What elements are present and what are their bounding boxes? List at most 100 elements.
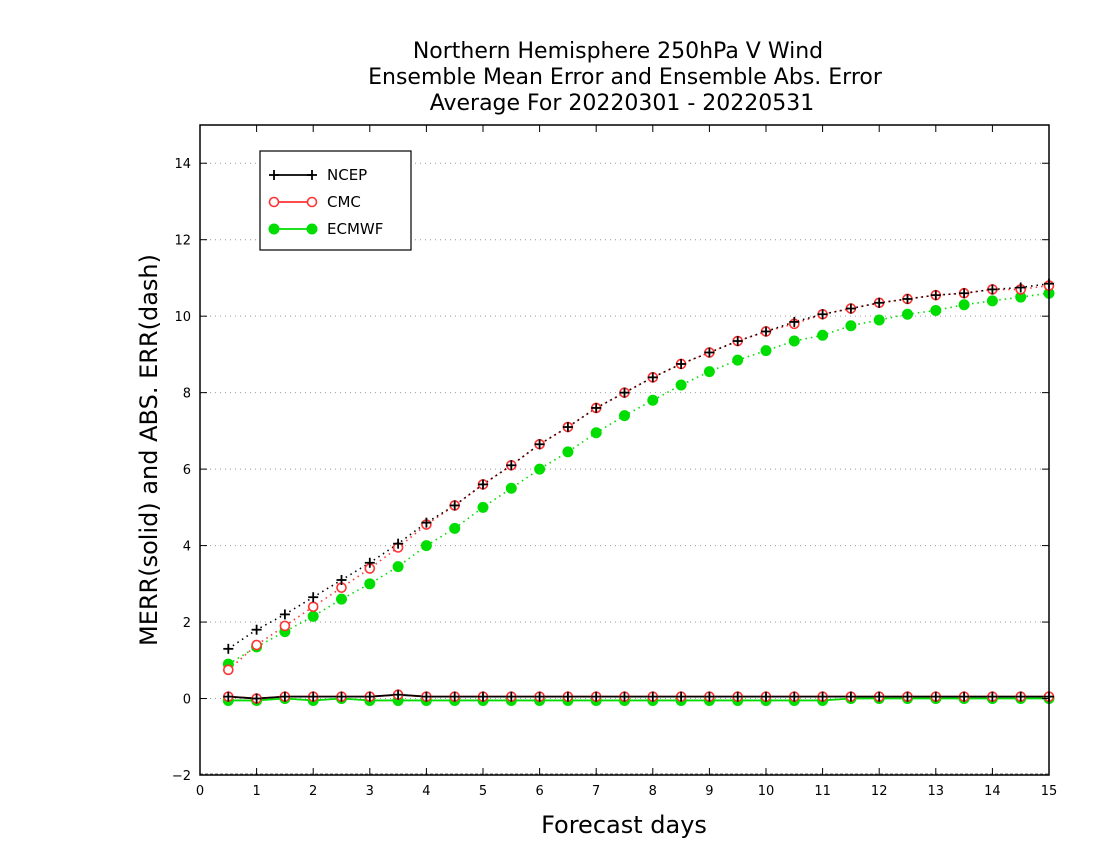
point-ncep-abs-error [506,460,517,471]
point-ecmwf-abs-error [703,366,715,378]
x-tick-label: 9 [705,784,713,799]
point-ecmwf-abs-error [590,427,602,439]
point-ecmwf-abs-error [732,354,744,366]
point-ncep-abs-error [987,284,998,295]
legend-item-ecmwf: ECMWF [268,220,383,238]
series-layer [222,278,1055,706]
point-ecmwf-abs-error [534,463,546,475]
x-tick-label: 15 [1041,784,1058,799]
point-ncep-abs-error [478,479,488,490]
point-ncep-abs-error [845,303,856,314]
y-tick-label: 0 [183,693,191,708]
point-ncep-abs-error [223,643,234,654]
y-tick-label: 2 [183,616,191,631]
point-ncep-abs-error [336,575,347,585]
point-ecmwf-abs-error [449,522,461,534]
point-ncep-mean-error [845,691,856,702]
point-ecmwf-abs-error [619,410,630,422]
legend-label-ecmwf: ECMWF [327,220,383,238]
point-ncep-mean-error [223,691,234,702]
x-tick-label: 5 [479,784,487,799]
point-ecmwf-abs-error [817,329,829,341]
x-tick-label: 7 [592,784,600,799]
point-ncep-abs-error [393,538,404,549]
legend-marker-ncep-start [269,170,279,180]
legend-item-ncep: NCEP [269,166,367,184]
x-tick-label: 3 [366,784,374,799]
point-ecmwf-abs-error [986,295,998,307]
chart-title-line-2: Ensemble Mean Error and Ensemble Abs. Er… [368,65,883,90]
point-ecmwf-abs-error [788,335,800,347]
point-cmc-abs-error [279,620,291,632]
point-ecmwf-abs-error [364,578,376,590]
point-ncep-mean-error [308,691,319,702]
point-ncep-mean-error [562,691,573,702]
point-ncep-abs-error [676,358,687,369]
point-ncep-abs-error [591,402,602,413]
x-tick-label: 2 [309,784,317,799]
point-ncep-mean-error [421,691,432,702]
y-tick-label: 12 [174,234,191,249]
y-tick-label: 10 [174,310,191,325]
legend-marker-cmc-end [306,196,318,208]
point-ncep-mean-error [732,691,743,702]
point-ncep-mean-error [478,691,488,702]
point-ncep-abs-error [364,557,375,568]
point-ncep-mean-error [987,691,998,702]
point-ecmwf-abs-error [392,561,404,573]
point-ncep-mean-error [789,691,800,702]
point-ecmwf-abs-error [902,308,913,320]
point-ecmwf-abs-error [958,299,970,311]
point-ncep-abs-error [959,288,970,299]
series-line-ecmwf-abs-error [227,292,1050,665]
point-ncep-mean-error [449,691,460,702]
point-ecmwf-abs-error [675,379,687,391]
point-ncep-abs-error [930,290,941,301]
point-ncep-mean-error [591,691,602,702]
x-tick-label: 4 [422,784,430,799]
point-ncep-abs-error [619,387,630,398]
legend-marker-ecmwf-start [268,223,280,235]
point-cmc-abs-error [307,601,319,613]
point-ncep-abs-error [704,347,715,358]
series-line-cmc-abs-error [227,284,1050,671]
y-tick-label: 14 [174,157,191,172]
point-ncep-abs-error [279,609,290,620]
point-ecmwf-abs-error [562,446,574,458]
point-ncep-mean-error [902,691,913,702]
point-ncep-abs-error [449,500,460,511]
point-ncep-mean-error [393,689,404,700]
point-ncep-abs-error [789,316,800,327]
point-ecmwf-abs-error [845,320,857,332]
series-line-ecmwf-mean-error [228,697,1049,702]
x-tick-label: 8 [649,784,657,799]
point-ncep-mean-error [1015,691,1026,702]
x-axis-label: Forecast days [541,811,707,839]
y-tick-label: 8 [183,387,191,402]
x-tick-label: 0 [196,784,204,799]
legend-box [259,150,412,251]
point-ecmwf-abs-error [420,540,432,552]
point-ecmwf-abs-error [647,394,659,406]
point-ncep-mean-error [619,691,630,702]
point-ecmwf-abs-error [760,345,772,357]
point-cmc-abs-error [251,639,262,651]
point-ecmwf-abs-error [336,593,347,605]
point-ecmwf-abs-error [505,482,517,494]
point-ncep-mean-error [251,693,262,704]
legend-marker-cmc-start [268,196,280,208]
point-ncep-abs-error [732,336,743,347]
point-ncep-abs-error [874,297,885,308]
point-ncep-abs-error [562,422,573,433]
y-tick-label: 6 [183,463,191,478]
point-ncep-abs-error [647,372,658,383]
point-ncep-mean-error [704,691,715,702]
point-ncep-mean-error [676,691,687,702]
point-ncep-mean-error [506,691,517,702]
legend-label-cmc: CMC [327,193,361,211]
legend-marker-ncep-end [307,170,317,180]
x-tick-label: 1 [252,784,260,799]
point-ncep-mean-error [930,691,941,702]
x-tick-label: 6 [535,784,543,799]
